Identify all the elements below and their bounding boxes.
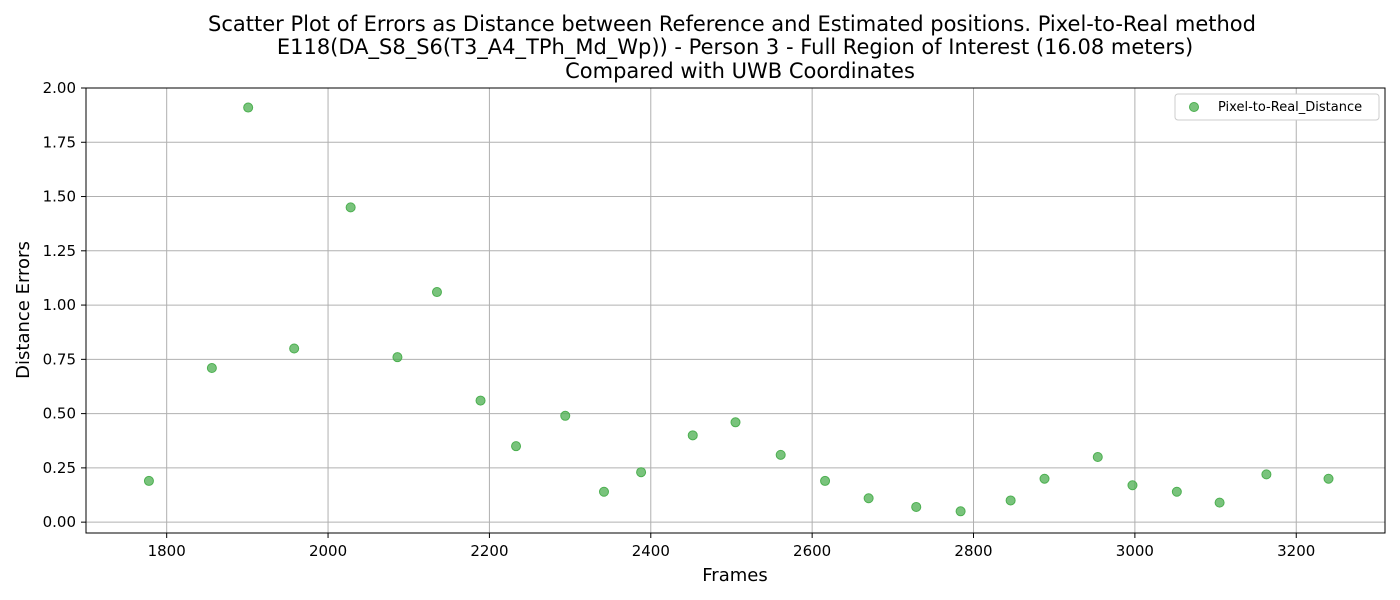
- data-point: [687, 430, 698, 441]
- plot-area-frame: [85, 87, 1386, 534]
- y-tick-label: 0.50: [43, 405, 76, 423]
- x-tick-label: 3000: [1116, 542, 1154, 560]
- data-point: [475, 395, 486, 406]
- x-axis-ticks: 1800 2000 2200 2400 2600 2800 3000 3200: [148, 533, 1315, 560]
- data-point: [863, 493, 874, 504]
- data-points: [143, 102, 1334, 517]
- legend: Pixel-to-Real_Distance: [1174, 93, 1380, 121]
- data-point: [775, 449, 786, 460]
- chart-title: Scatter Plot of Errors as Distance betwe…: [208, 12, 1256, 83]
- x-tick-label: 3200: [1277, 542, 1315, 560]
- y-tick-label: 1.25: [43, 242, 76, 260]
- legend-label: Pixel-to-Real_Distance: [1218, 100, 1362, 115]
- data-point: [820, 475, 831, 486]
- x-axis-label: Frames: [702, 565, 767, 586]
- y-tick-label: 0.75: [43, 350, 76, 368]
- y-tick-label: 0.25: [43, 459, 76, 477]
- title-line-2: E118(DA_S8_S6(T3_A4_TPh_Md_Wp)) - Person…: [277, 35, 1193, 60]
- data-point: [730, 417, 741, 428]
- data-point: [598, 486, 609, 497]
- data-point: [1092, 452, 1103, 463]
- x-tick-label: 2400: [632, 542, 670, 560]
- y-axis-ticks: 0.00 0.25 0.50 0.75 1.00 1.25 1.50 1.75 2.00: [43, 79, 86, 531]
- data-point: [560, 410, 571, 421]
- y-tick-label: 0.00: [43, 513, 76, 531]
- legend-box: [1174, 93, 1380, 121]
- data-point: [1039, 473, 1050, 484]
- data-point: [1005, 495, 1016, 506]
- data-point: [511, 441, 522, 452]
- data-point: [289, 343, 300, 354]
- y-axis-label: Distance Errors: [13, 241, 34, 379]
- data-point: [345, 202, 356, 213]
- data-point: [206, 363, 217, 374]
- data-point: [1261, 469, 1272, 480]
- x-tick-label: 2800: [954, 542, 992, 560]
- y-tick-label: 1.00: [43, 296, 76, 314]
- legend-marker: [1189, 102, 1199, 112]
- data-point: [431, 287, 442, 298]
- x-tick-label: 1800: [148, 542, 186, 560]
- y-tick-label: 2.00: [43, 79, 76, 97]
- y-tick-label: 1.50: [43, 188, 76, 206]
- data-point: [1127, 480, 1138, 491]
- x-tick-label: 2200: [470, 542, 508, 560]
- grid: [86, 87, 1385, 533]
- x-tick-label: 2600: [793, 542, 831, 560]
- data-point: [955, 506, 966, 517]
- data-point: [1323, 473, 1334, 484]
- title-line-1: Scatter Plot of Errors as Distance betwe…: [208, 12, 1256, 36]
- data-point: [636, 467, 647, 478]
- y-tick-label: 1.75: [43, 133, 76, 151]
- data-point: [911, 501, 922, 512]
- data-point: [392, 352, 403, 363]
- data-point: [1171, 486, 1182, 497]
- title-line-3: Compared with UWB Coordinates: [565, 59, 915, 83]
- data-point: [1214, 497, 1225, 508]
- data-point: [143, 475, 154, 486]
- x-tick-label: 2000: [309, 542, 347, 560]
- data-point: [243, 102, 254, 113]
